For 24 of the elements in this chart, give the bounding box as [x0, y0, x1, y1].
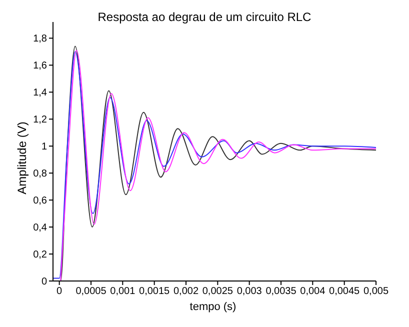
y-tick-label: 1,8 — [33, 34, 48, 45]
y-tick-label: 0,6 — [33, 196, 48, 207]
y-tick-label: 1,2 — [33, 114, 48, 126]
x-tick-label: 0,0045 — [329, 286, 360, 298]
chart-title: Resposta ao degrau de um circuito RLC — [96, 10, 312, 24]
x-axis-title: tempo (s) — [188, 301, 238, 313]
y-axis-title: Amplitude (V) — [15, 122, 29, 194]
y-tick-label: 1 — [41, 142, 48, 153]
x-tick-label: 0,004 — [300, 286, 326, 298]
y-tick-label: 0,4 — [33, 222, 48, 234]
y-tick-label: 1,6 — [33, 60, 48, 72]
x-tick-label: 0,001 — [110, 286, 136, 298]
x-tick-label: 0,0025 — [202, 286, 234, 298]
y-tick-label: 0,2 — [33, 250, 48, 261]
y-tick-label: 0 — [41, 276, 48, 288]
y-tick-label: 0,8 — [33, 168, 48, 180]
y-tick-label: 1,4 — [33, 88, 48, 99]
x-tick-label: 0,005 — [363, 286, 389, 298]
x-tick-label: 0,0015 — [139, 286, 170, 298]
x-tick-label: 0,0035 — [266, 286, 297, 298]
x-tick-label: 0,0005 — [76, 286, 107, 298]
x-tick-label: 0,003 — [236, 286, 262, 298]
x-tick-label: 0 — [56, 286, 63, 298]
x-tick-label: 0,002 — [173, 286, 199, 298]
